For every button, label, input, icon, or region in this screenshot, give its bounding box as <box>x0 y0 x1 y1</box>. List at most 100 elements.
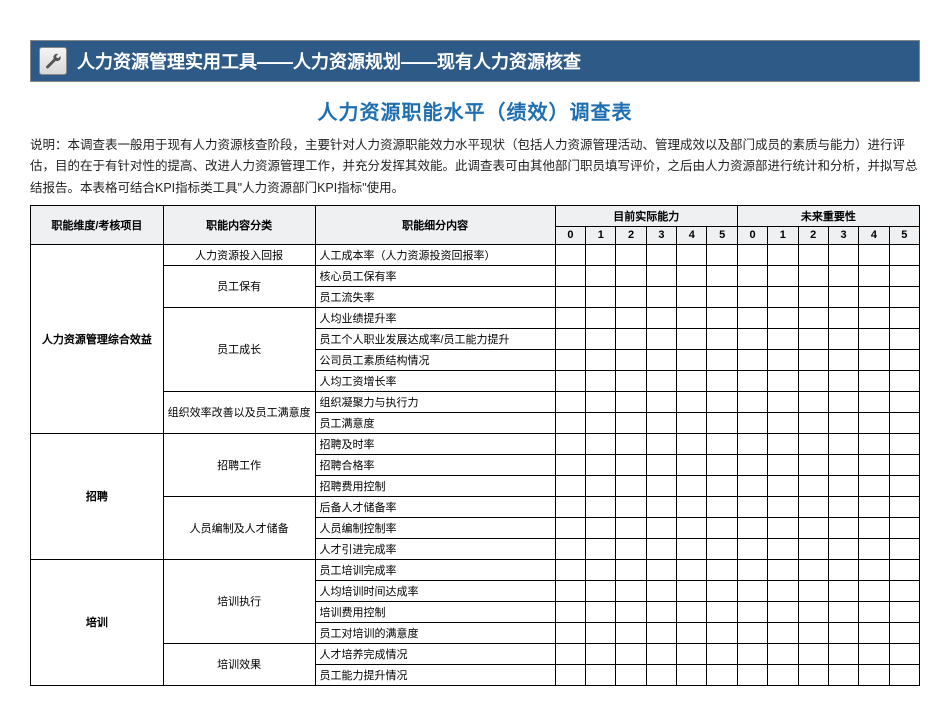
rating-cell[interactable] <box>859 265 889 286</box>
rating-cell[interactable] <box>586 580 616 601</box>
rating-cell[interactable] <box>889 454 919 475</box>
rating-cell[interactable] <box>616 328 646 349</box>
rating-cell[interactable] <box>616 580 646 601</box>
rating-cell[interactable] <box>737 286 767 307</box>
rating-cell[interactable] <box>859 286 889 307</box>
rating-cell[interactable] <box>586 664 616 685</box>
rating-cell[interactable] <box>828 643 858 664</box>
rating-cell[interactable] <box>889 517 919 538</box>
rating-cell[interactable] <box>616 517 646 538</box>
rating-cell[interactable] <box>737 643 767 664</box>
rating-cell[interactable] <box>616 307 646 328</box>
rating-cell[interactable] <box>616 538 646 559</box>
rating-cell[interactable] <box>798 538 828 559</box>
rating-cell[interactable] <box>889 643 919 664</box>
rating-cell[interactable] <box>798 475 828 496</box>
rating-cell[interactable] <box>707 412 737 433</box>
rating-cell[interactable] <box>889 328 919 349</box>
rating-cell[interactable] <box>677 475 707 496</box>
rating-cell[interactable] <box>828 517 858 538</box>
rating-cell[interactable] <box>737 475 767 496</box>
rating-cell[interactable] <box>555 643 585 664</box>
rating-cell[interactable] <box>555 265 585 286</box>
rating-cell[interactable] <box>586 370 616 391</box>
rating-cell[interactable] <box>737 244 767 265</box>
rating-cell[interactable] <box>798 265 828 286</box>
rating-cell[interactable] <box>798 328 828 349</box>
rating-cell[interactable] <box>646 622 676 643</box>
rating-cell[interactable] <box>707 580 737 601</box>
rating-cell[interactable] <box>707 349 737 370</box>
rating-cell[interactable] <box>798 433 828 454</box>
rating-cell[interactable] <box>859 643 889 664</box>
rating-cell[interactable] <box>586 601 616 622</box>
rating-cell[interactable] <box>677 601 707 622</box>
rating-cell[interactable] <box>859 664 889 685</box>
rating-cell[interactable] <box>828 349 858 370</box>
rating-cell[interactable] <box>859 433 889 454</box>
rating-cell[interactable] <box>889 559 919 580</box>
rating-cell[interactable] <box>555 349 585 370</box>
rating-cell[interactable] <box>616 559 646 580</box>
rating-cell[interactable] <box>586 622 616 643</box>
rating-cell[interactable] <box>555 328 585 349</box>
rating-cell[interactable] <box>677 307 707 328</box>
rating-cell[interactable] <box>889 244 919 265</box>
rating-cell[interactable] <box>677 643 707 664</box>
rating-cell[interactable] <box>828 538 858 559</box>
rating-cell[interactable] <box>586 559 616 580</box>
rating-cell[interactable] <box>828 664 858 685</box>
rating-cell[interactable] <box>798 244 828 265</box>
rating-cell[interactable] <box>737 412 767 433</box>
rating-cell[interactable] <box>768 391 798 412</box>
rating-cell[interactable] <box>616 265 646 286</box>
rating-cell[interactable] <box>737 622 767 643</box>
rating-cell[interactable] <box>646 328 676 349</box>
rating-cell[interactable] <box>646 454 676 475</box>
rating-cell[interactable] <box>737 517 767 538</box>
rating-cell[interactable] <box>646 286 676 307</box>
rating-cell[interactable] <box>859 412 889 433</box>
rating-cell[interactable] <box>555 664 585 685</box>
rating-cell[interactable] <box>707 265 737 286</box>
rating-cell[interactable] <box>798 454 828 475</box>
rating-cell[interactable] <box>737 538 767 559</box>
rating-cell[interactable] <box>586 244 616 265</box>
rating-cell[interactable] <box>646 643 676 664</box>
rating-cell[interactable] <box>616 622 646 643</box>
rating-cell[interactable] <box>677 538 707 559</box>
rating-cell[interactable] <box>768 433 798 454</box>
rating-cell[interactable] <box>828 307 858 328</box>
rating-cell[interactable] <box>768 286 798 307</box>
rating-cell[interactable] <box>798 286 828 307</box>
rating-cell[interactable] <box>889 496 919 517</box>
rating-cell[interactable] <box>798 307 828 328</box>
rating-cell[interactable] <box>768 412 798 433</box>
rating-cell[interactable] <box>707 643 737 664</box>
rating-cell[interactable] <box>646 307 676 328</box>
rating-cell[interactable] <box>889 433 919 454</box>
rating-cell[interactable] <box>737 454 767 475</box>
rating-cell[interactable] <box>768 265 798 286</box>
rating-cell[interactable] <box>889 286 919 307</box>
rating-cell[interactable] <box>616 370 646 391</box>
rating-cell[interactable] <box>859 622 889 643</box>
rating-cell[interactable] <box>616 391 646 412</box>
rating-cell[interactable] <box>677 580 707 601</box>
rating-cell[interactable] <box>859 580 889 601</box>
rating-cell[interactable] <box>646 475 676 496</box>
rating-cell[interactable] <box>677 664 707 685</box>
rating-cell[interactable] <box>646 664 676 685</box>
rating-cell[interactable] <box>828 265 858 286</box>
rating-cell[interactable] <box>616 349 646 370</box>
rating-cell[interactable] <box>677 370 707 391</box>
rating-cell[interactable] <box>707 559 737 580</box>
rating-cell[interactable] <box>707 664 737 685</box>
rating-cell[interactable] <box>889 664 919 685</box>
rating-cell[interactable] <box>889 475 919 496</box>
rating-cell[interactable] <box>616 664 646 685</box>
rating-cell[interactable] <box>616 496 646 517</box>
rating-cell[interactable] <box>859 370 889 391</box>
rating-cell[interactable] <box>768 559 798 580</box>
rating-cell[interactable] <box>555 601 585 622</box>
